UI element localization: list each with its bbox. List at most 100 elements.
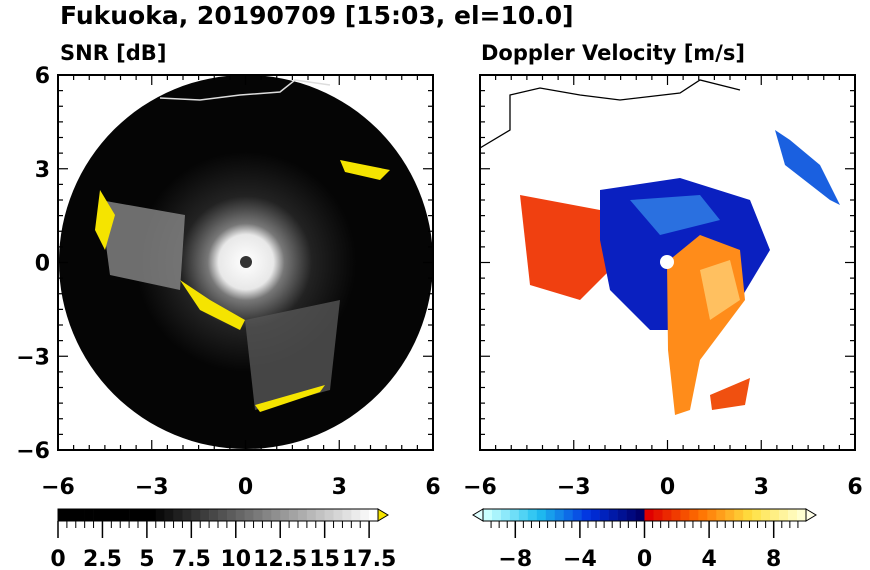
colorbar-swatch xyxy=(262,509,272,521)
coastline xyxy=(480,79,741,149)
colorbar-swatch xyxy=(138,509,148,521)
y-tick-label: −6 xyxy=(16,439,50,464)
colorbar-swatch xyxy=(743,509,753,521)
colorbar-swatch xyxy=(779,509,789,521)
colorbar-swatch xyxy=(483,509,493,521)
x-tick-label: −3 xyxy=(557,475,591,500)
colorbar-tick-label: 12.5 xyxy=(253,547,307,570)
doppler-echo-northeast xyxy=(775,130,840,205)
colorbar-swatch xyxy=(218,509,228,521)
colorbar-swatch xyxy=(226,509,237,521)
snr-over-range xyxy=(95,190,115,250)
x-tick-label: −6 xyxy=(41,475,75,500)
colorbar-tick-label: −4 xyxy=(563,547,597,570)
colorbar-swatch xyxy=(111,509,121,521)
snr-plot-area xyxy=(59,75,433,449)
doppler-echo-receding-fast xyxy=(700,260,740,320)
coastline xyxy=(159,79,331,101)
colorbar-swatch xyxy=(244,509,254,521)
colorbar-swatch xyxy=(527,509,538,521)
colorbar-swatch xyxy=(662,509,672,521)
snr-panel-title: SNR [dB] xyxy=(60,41,166,65)
colorbar-tick-label: −8 xyxy=(498,547,532,570)
radar-site-marker xyxy=(240,256,252,268)
colorbar-swatch xyxy=(306,509,317,521)
figure-title: Fukuoka, 20190709 [15:03, el=10.0] xyxy=(60,1,574,30)
colorbar-tick-label: 0 xyxy=(50,547,65,570)
colorbar-swatch xyxy=(333,509,343,521)
colorbar-swatch xyxy=(271,509,281,521)
colorbar-swatch xyxy=(500,509,511,521)
colorbar-swatch xyxy=(608,509,618,521)
colorbar-swatch xyxy=(102,509,112,521)
colorbar-swatch xyxy=(369,509,379,521)
colorbar-under-arrow xyxy=(472,508,484,522)
colorbar-swatch xyxy=(120,509,130,521)
snr-echo-south xyxy=(245,300,340,410)
y-tick-label: 0 xyxy=(35,252,50,277)
colorbar-swatch xyxy=(315,509,325,521)
colorbar-swatch xyxy=(235,509,245,521)
y-tick-label: −3 xyxy=(16,345,50,370)
colorbar-swatch xyxy=(617,509,627,521)
snr-over-range xyxy=(180,280,245,330)
colorbar-swatch xyxy=(280,509,290,521)
colorbar-swatch xyxy=(734,509,744,521)
colorbar-swatch xyxy=(298,509,308,521)
colorbar-swatch xyxy=(75,509,85,521)
colorbar-swatch xyxy=(209,509,219,521)
colorbar-swatch xyxy=(545,509,556,521)
colorbar-swatch xyxy=(554,509,565,521)
colorbar-swatch xyxy=(581,509,591,521)
colorbar-swatch xyxy=(324,509,334,521)
colorbar-tick-label: 0 xyxy=(637,547,652,570)
colorbar-tick-label: 4 xyxy=(701,547,716,570)
colorbar-swatch xyxy=(725,509,735,521)
colorbar-swatch xyxy=(626,509,636,521)
colorbar-tick-label: 8 xyxy=(766,547,781,570)
colorbar-swatch xyxy=(716,509,726,521)
colorbar-swatch xyxy=(707,509,717,521)
colorbar-swatch xyxy=(84,509,94,521)
colorbar-swatch xyxy=(770,509,780,521)
colorbar-swatch xyxy=(58,509,68,521)
snr-over-range xyxy=(340,160,390,180)
colorbar-swatch xyxy=(146,509,157,521)
colorbar-swatch xyxy=(491,509,502,521)
x-tick-label: 6 xyxy=(847,475,862,500)
x-tick-label: 3 xyxy=(754,475,769,500)
colorbar-swatch xyxy=(66,509,77,521)
colorbar-swatch xyxy=(93,509,103,521)
colorbar-swatch xyxy=(671,509,681,521)
colorbar-swatch xyxy=(752,509,762,521)
colorbar-swatch xyxy=(644,509,654,521)
colorbar-swatch xyxy=(182,509,192,521)
snr-echo-west xyxy=(100,200,185,290)
x-tick-label: 0 xyxy=(238,475,253,500)
colorbar-swatch xyxy=(599,509,609,521)
colorbar-swatch xyxy=(200,509,210,521)
colorbar-swatch xyxy=(761,509,771,521)
colorbar-swatch xyxy=(155,509,165,521)
colorbar-swatch xyxy=(698,509,708,521)
colorbar-swatch xyxy=(797,509,807,521)
colorbar-swatch xyxy=(164,509,174,521)
colorbar-tick-label: 7.5 xyxy=(172,547,211,570)
x-tick-label: 3 xyxy=(332,475,347,500)
colorbar-tick-label: 17.5 xyxy=(342,547,396,570)
doppler-echo-south xyxy=(710,378,750,410)
colorbar-tick-label: 10 xyxy=(220,547,251,570)
colorbar-tick-label: 15 xyxy=(309,547,340,570)
colorbar-swatch xyxy=(129,509,139,521)
colorbar-swatch xyxy=(653,509,663,521)
colorbar-swatch xyxy=(788,509,798,521)
colorbar-swatch xyxy=(635,509,645,521)
x-tick-label: −6 xyxy=(463,475,497,500)
colorbar-swatch xyxy=(173,509,183,521)
colorbar-swatch xyxy=(253,509,263,521)
colorbar-tick-label: 2.5 xyxy=(83,547,122,570)
doppler-echo-approaching-fast xyxy=(630,195,720,235)
colorbar-swatch xyxy=(680,509,690,521)
colorbar-swatch xyxy=(563,509,574,521)
